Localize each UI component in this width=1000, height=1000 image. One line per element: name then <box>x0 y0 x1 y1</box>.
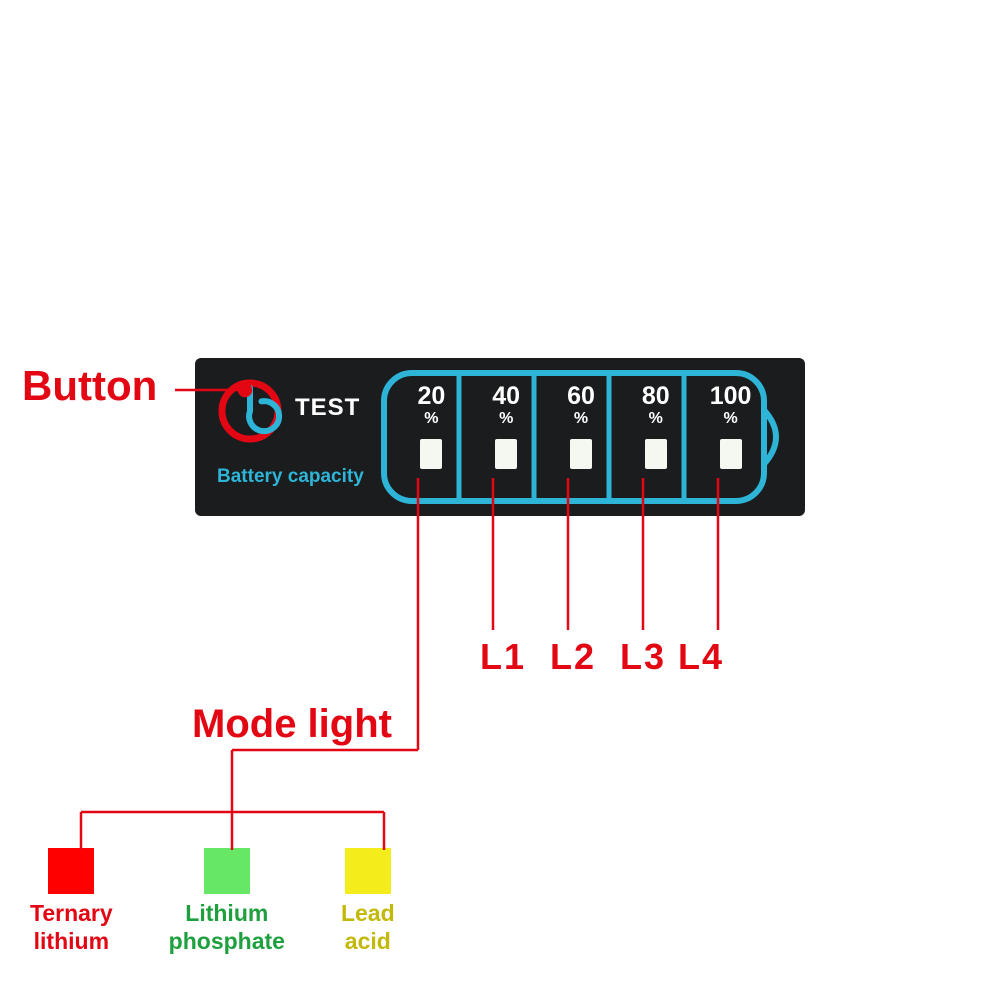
led-indicator <box>720 439 742 469</box>
legend-lithium-phosphate: Lithium phosphate <box>169 848 285 955</box>
cell-unit: % <box>574 411 588 427</box>
cell-unit: % <box>649 411 663 427</box>
cell-value: 60 <box>567 384 595 409</box>
legend-label: Ternary lithium <box>30 900 113 955</box>
swatch-green <box>204 848 250 894</box>
power-button[interactable] <box>215 376 285 446</box>
cell-value: 100 <box>710 384 752 409</box>
cell-unit: % <box>424 411 438 427</box>
led-indicator <box>645 439 667 469</box>
annotation-mode-light: Mode light <box>192 702 392 747</box>
legend-lead-acid: Lead acid <box>341 848 395 955</box>
cell-unit: % <box>723 411 737 427</box>
swatch-yellow <box>345 848 391 894</box>
led-indicator <box>570 439 592 469</box>
legend-label: Lithium phosphate <box>169 900 285 955</box>
cell-unit: % <box>499 411 513 427</box>
legend-ternary: Ternary lithium <box>30 848 113 955</box>
cell-value: 40 <box>492 384 520 409</box>
annotation-levels: L1 L2 L3 L4 <box>480 636 724 678</box>
cell-20: 20 % <box>395 378 468 496</box>
led-indicator <box>420 439 442 469</box>
battery-cells: 20 % 40 % 60 % 80 % 100 % <box>395 378 767 496</box>
cell-value: 20 <box>417 384 445 409</box>
cell-100: 100 % <box>694 378 767 496</box>
cell-40: 40 % <box>470 378 543 496</box>
led-indicator <box>495 439 517 469</box>
cell-80: 80 % <box>619 378 692 496</box>
device-panel: TEST Battery capacity 20 % <box>195 358 805 516</box>
capacity-label: Battery capacity <box>217 466 364 488</box>
annotation-button: Button <box>22 362 157 410</box>
test-label: TEST <box>295 394 360 422</box>
legend-label: Lead acid <box>341 900 395 955</box>
cell-value: 80 <box>642 384 670 409</box>
mode-legend: Ternary lithium Lithium phosphate Lead a… <box>30 848 395 955</box>
cell-60: 60 % <box>545 378 618 496</box>
swatch-red <box>48 848 94 894</box>
